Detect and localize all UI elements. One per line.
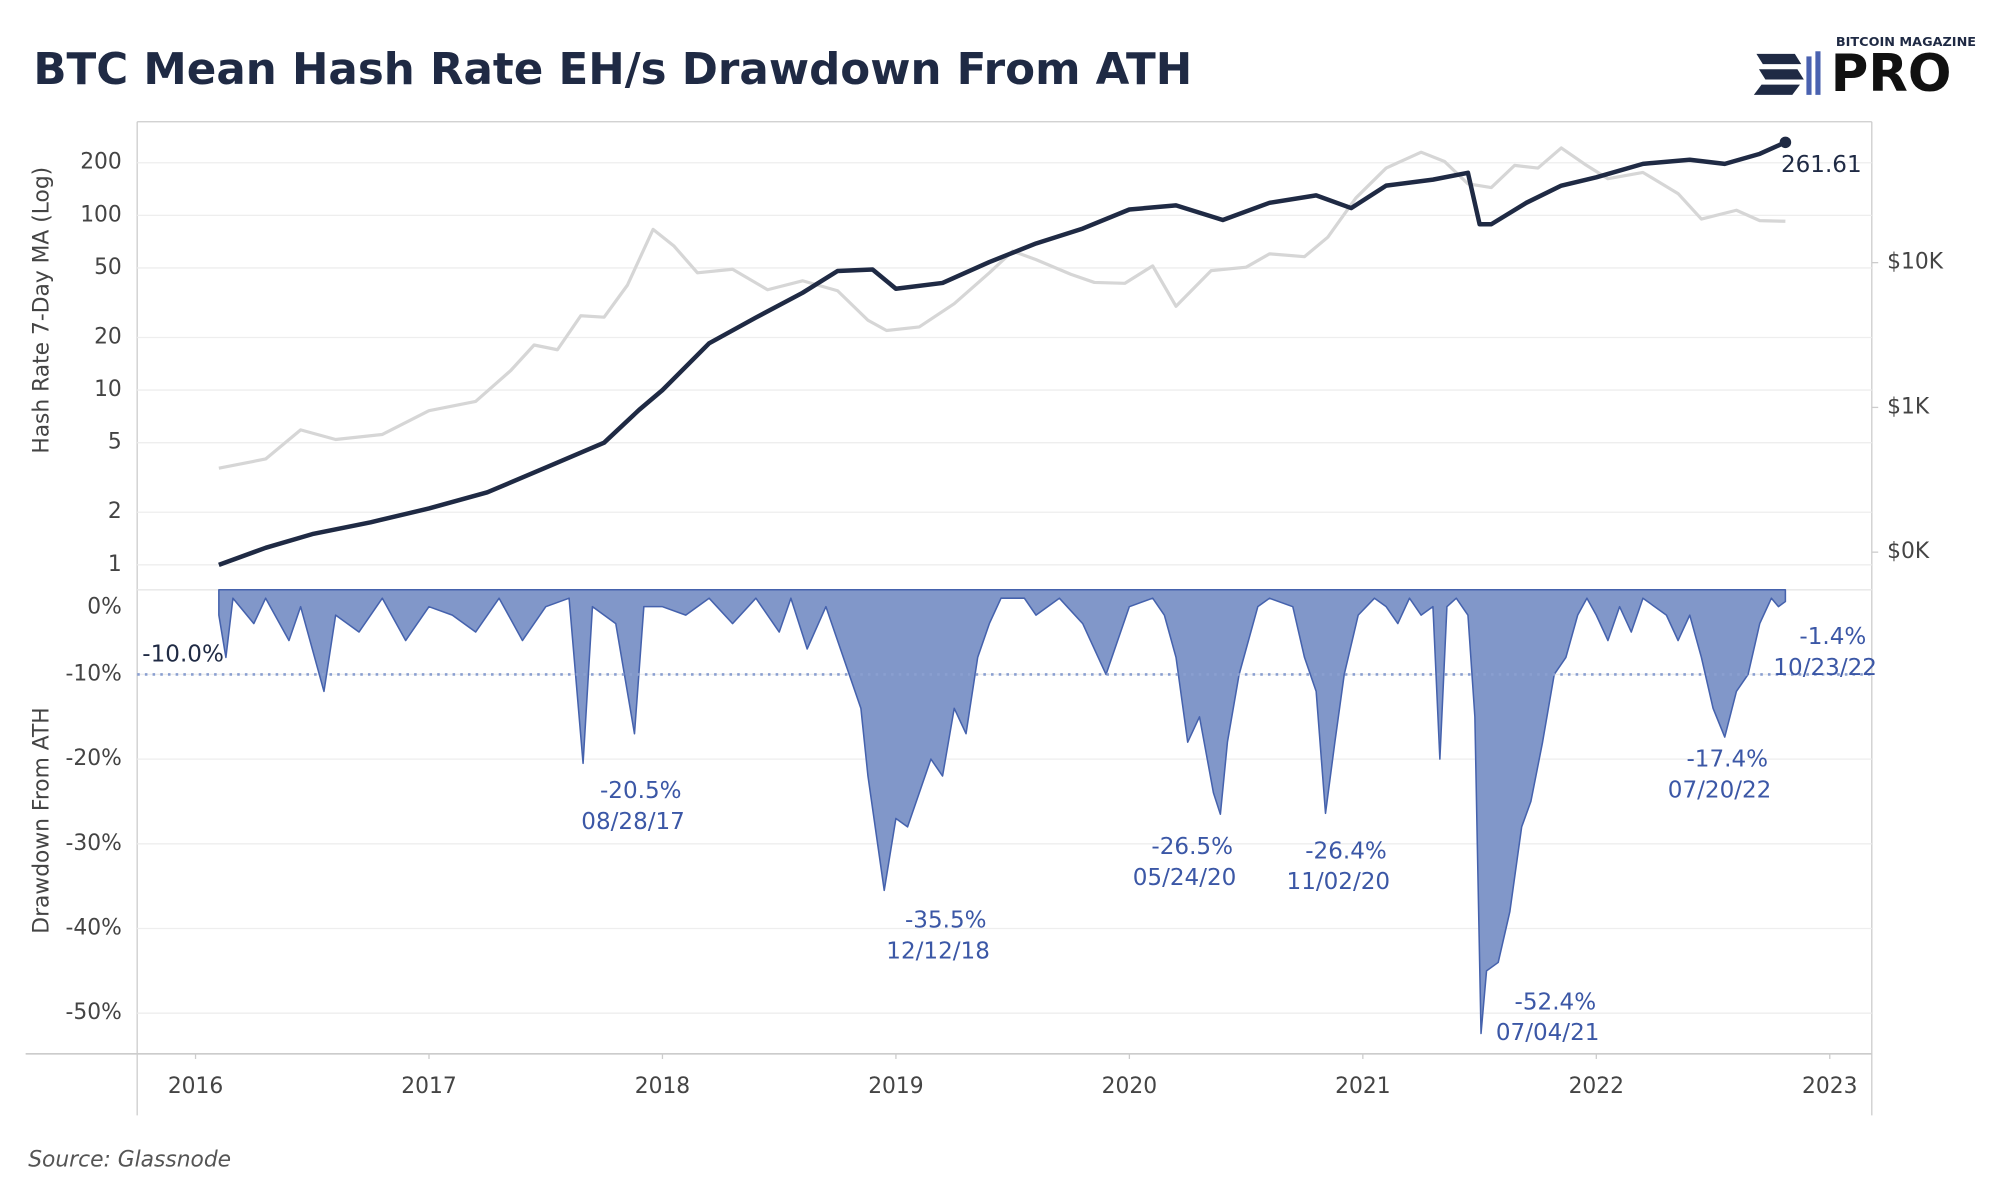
y-tick-label: -30% <box>66 831 122 856</box>
logo-text: BITCOIN MAGAZINE <box>1836 35 1976 50</box>
annotation-date: 11/02/20 <box>1287 869 1391 895</box>
x-tick-label: 2018 <box>635 1074 690 1099</box>
logo-icon <box>1756 53 1802 65</box>
y-tick-label: 200 <box>80 150 122 175</box>
annotation-value: -26.5% <box>1151 834 1233 860</box>
annotation-value: -52.4% <box>1515 989 1597 1015</box>
annotation-date: 08/28/17 <box>581 809 685 835</box>
y-axis-label: Hash Rate 7-Day MA (Log) <box>29 167 54 454</box>
x-tick-label: 2017 <box>401 1074 456 1099</box>
x-tick-label: 2016 <box>168 1074 223 1099</box>
annotation-value: -26.4% <box>1305 838 1387 864</box>
y-tick-label: -10% <box>66 661 122 686</box>
logo-text: PRO <box>1831 44 1952 104</box>
y-tick-label: 5 <box>108 430 122 455</box>
x-tick-label: 2020 <box>1102 1074 1157 1099</box>
x-tick-label: 2021 <box>1335 1074 1390 1099</box>
source: Source: Glassnode <box>28 1147 231 1172</box>
series-line <box>218 146 1786 470</box>
x-tick-label: 2019 <box>868 1074 923 1099</box>
x-tick-label: 2023 <box>1802 1074 1857 1099</box>
annotation: 261.61 <box>1781 152 1862 178</box>
y2-tick-label: $1K <box>1887 394 1930 419</box>
logo-icon <box>1815 51 1821 95</box>
annotation-value: -1.4% <box>1799 624 1866 650</box>
annotation-date: 05/24/20 <box>1133 865 1237 891</box>
y-tick-label: 1 <box>108 552 122 577</box>
y-tick-label: 2 <box>108 499 122 524</box>
annotation-value: -35.5% <box>905 908 987 934</box>
y-tick-label: -20% <box>66 746 122 771</box>
drawdown-area <box>218 588 1787 1035</box>
logo-icon <box>1753 84 1800 95</box>
y-axis-label: Drawdown From ATH <box>29 707 54 933</box>
series-line <box>218 140 1787 567</box>
annotation-date: 07/04/21 <box>1496 1020 1600 1046</box>
y-tick-label: 100 <box>80 202 122 227</box>
logo-icon <box>1806 56 1812 95</box>
reference-label: -10.0% <box>142 642 224 668</box>
x-tick-label: 2022 <box>1569 1074 1624 1099</box>
y-tick-label: 20 <box>94 324 122 349</box>
y-tick-label: -40% <box>66 916 122 941</box>
y2-tick-label: $0K <box>1887 539 1930 564</box>
y-tick-label: 10 <box>94 377 122 402</box>
end-point <box>1779 136 1792 149</box>
annotation-date: 07/20/22 <box>1668 777 1772 803</box>
y-tick-label: -50% <box>66 1000 122 1025</box>
logo: BITCOIN MAGAZINE PRO <box>1753 35 1976 104</box>
annotation-date: 10/23/22 <box>1773 655 1877 681</box>
annotation-date: 12/12/18 <box>886 938 990 964</box>
annotation-value: -17.4% <box>1686 747 1768 773</box>
y-tick-label: 0% <box>87 595 122 620</box>
logo-icon <box>1758 69 1804 80</box>
y-tick-label: 50 <box>94 255 122 280</box>
annotation-value: -20.5% <box>600 778 682 804</box>
y2-tick-label: $10K <box>1887 250 1944 275</box>
chart-title: BTC Mean Hash Rate EH/s Drawdown From AT… <box>33 45 1192 95</box>
